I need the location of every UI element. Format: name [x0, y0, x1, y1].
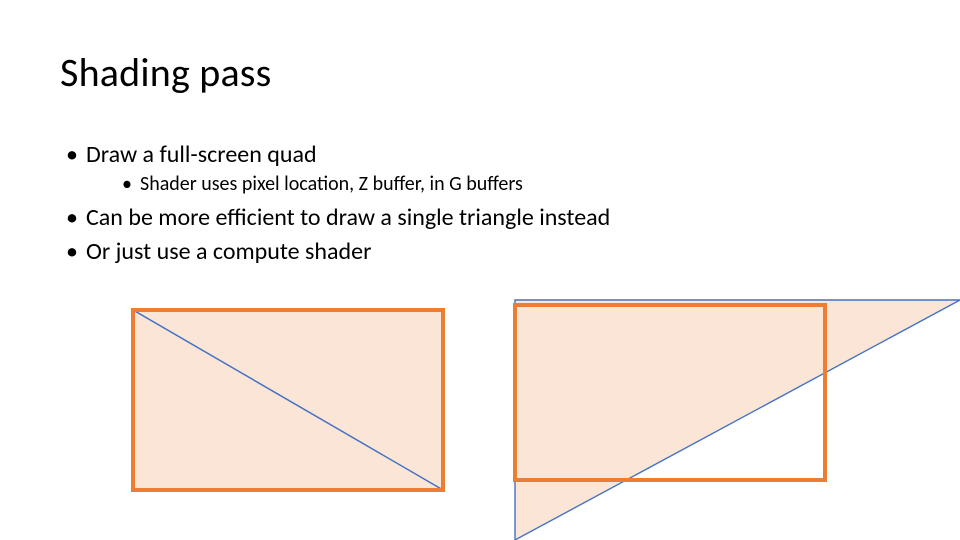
figure-triangle: [513, 298, 960, 540]
slide: Shading pass Draw a full-screen quad Sha…: [0, 0, 960, 540]
figure-quad: [130, 307, 446, 493]
figures: [0, 0, 960, 540]
